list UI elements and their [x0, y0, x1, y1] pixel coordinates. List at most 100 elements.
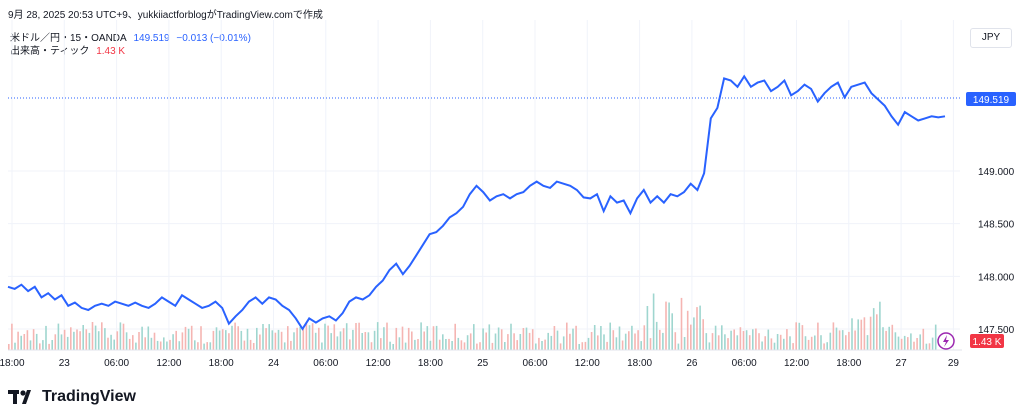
volume-bar — [169, 339, 171, 350]
time-axis-label: 23 — [59, 358, 71, 369]
volume-bar — [299, 326, 301, 350]
currency-button[interactable]: JPY — [970, 28, 1012, 48]
chart-grid — [8, 20, 960, 350]
volume-bar — [401, 326, 404, 350]
volume-bar — [897, 336, 900, 350]
volume-bar — [187, 328, 190, 350]
volume-bar — [603, 334, 605, 350]
volume-bar — [414, 339, 416, 350]
volume-bar — [928, 343, 931, 350]
volume-bar — [376, 322, 379, 350]
volume-bar — [913, 341, 915, 350]
volume-bar — [795, 322, 797, 350]
volume-bar — [569, 333, 571, 350]
volume-bar — [755, 328, 757, 350]
tradingview-logo[interactable]: TradingView — [8, 388, 136, 406]
volume-bar — [184, 326, 187, 350]
symbol-legend[interactable]: 米ドル／円・15・OANDA 149.519 −0.013 (−0.01%) — [10, 29, 255, 44]
volume-bar — [854, 330, 856, 350]
volume-bar — [711, 333, 714, 350]
volume-bar — [116, 331, 119, 350]
volume-bar — [442, 334, 444, 350]
volume-bar — [767, 329, 770, 350]
price-line — [7, 74, 946, 331]
volume-bar — [122, 323, 125, 350]
volume-bar — [637, 330, 639, 350]
time-axis-label: 29 — [948, 358, 960, 369]
volume-bar — [739, 327, 742, 350]
volume-bar — [752, 329, 754, 350]
volume-bar — [798, 322, 801, 350]
volume-bar — [228, 333, 230, 350]
volume-bar — [42, 340, 44, 350]
volume-bar — [507, 334, 509, 350]
volume-bar — [916, 338, 918, 350]
volume-bar — [690, 324, 692, 350]
price-axis-label: 148.500 — [978, 220, 1015, 231]
volume-bar — [119, 322, 122, 350]
volume-bar — [783, 338, 785, 350]
volume-bar — [420, 322, 422, 350]
volume-bar — [587, 337, 590, 350]
volume-bar — [686, 310, 689, 350]
volume-bar — [423, 331, 425, 350]
volume-bar — [578, 344, 580, 350]
volume-bar — [845, 335, 847, 350]
volume-bar — [910, 333, 912, 350]
volume-bar — [693, 317, 695, 350]
volume-bar — [925, 343, 928, 350]
volume-bar — [891, 324, 894, 350]
volume-bar — [717, 335, 720, 350]
volume-bar — [522, 328, 525, 350]
volume-bar — [559, 343, 562, 350]
volume-bar — [869, 316, 872, 350]
volume-bar — [792, 343, 794, 350]
volume-bar — [398, 337, 401, 350]
volume-bar — [640, 341, 642, 350]
volume-bar — [624, 333, 627, 350]
volume-bar — [23, 334, 26, 350]
volume-bar — [373, 330, 376, 350]
volume-bar — [132, 335, 134, 350]
volume-bar — [863, 317, 866, 350]
volume-bar — [584, 341, 587, 350]
volume-bar — [302, 327, 305, 350]
volume-bars — [8, 293, 937, 350]
volume-bar — [659, 329, 661, 350]
volume-bar — [848, 331, 850, 350]
volume-bar — [631, 325, 633, 350]
volume-bar — [776, 334, 779, 350]
volume-bar — [817, 322, 819, 350]
volume-bar — [708, 342, 711, 350]
volume-bar — [451, 341, 453, 350]
volume-bar — [14, 342, 16, 350]
volume-bar — [748, 335, 751, 350]
volume-bar — [404, 342, 407, 350]
volume-bar — [48, 343, 50, 350]
volume-bar — [94, 325, 97, 350]
volume-bar — [277, 329, 280, 350]
volume-bar — [107, 337, 109, 350]
volume-bar — [504, 342, 506, 350]
volume-bar — [386, 322, 388, 350]
volume-bar — [147, 326, 150, 350]
volume-legend[interactable]: 出来高・ティック 1.43 K — [10, 42, 129, 57]
volume-bar — [268, 324, 270, 350]
volume-bar — [621, 340, 624, 350]
volume-bar — [590, 332, 593, 350]
volume-bar — [163, 337, 165, 350]
volume-bar — [333, 324, 336, 350]
volume-bar — [336, 336, 339, 350]
volume-bar — [380, 338, 382, 350]
volume-bar — [466, 335, 469, 350]
price-change: −0.013 (−0.01%) — [176, 33, 251, 44]
volume-bar — [355, 323, 357, 350]
volume-bar — [435, 325, 438, 350]
volume-bar — [494, 333, 497, 350]
volume-bar — [773, 342, 776, 350]
volume-bar — [829, 332, 832, 350]
volume-bar — [876, 314, 878, 350]
price-badge-text: 149.519 — [973, 95, 1010, 106]
volume-bar — [736, 335, 739, 350]
